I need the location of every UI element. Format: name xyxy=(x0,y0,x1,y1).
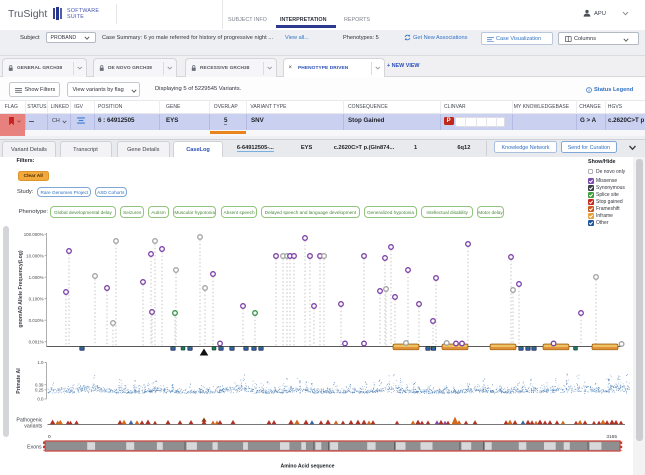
svg-text:100.000%: 100.000% xyxy=(24,232,44,237)
svg-text:Primate AI: Primate AI xyxy=(16,368,22,394)
svg-text:0.001%: 0.001% xyxy=(29,339,44,344)
svg-text:0: 0 xyxy=(48,434,51,440)
svg-text:0.25: 0.25 xyxy=(35,387,44,392)
svg-text:Exons: Exons xyxy=(27,445,42,451)
svg-text:1.000%: 1.000% xyxy=(29,275,44,280)
svg-text:Pathogenic: Pathogenic xyxy=(16,418,42,424)
svg-text:gnomAD Allele Frequency(Log): gnomAD Allele Frequency(Log) xyxy=(18,250,24,328)
svg-text:variants: variants xyxy=(24,424,43,430)
svg-text:Amino Acid sequence: Amino Acid sequence xyxy=(281,464,335,470)
svg-text:1.0: 1.0 xyxy=(37,360,44,365)
svg-text:10.000%: 10.000% xyxy=(26,253,43,258)
svg-text:0.010%: 0.010% xyxy=(29,318,44,323)
svg-text:0.39: 0.39 xyxy=(35,382,44,387)
svg-text:0.100%: 0.100% xyxy=(29,296,44,301)
svg-text:0.0: 0.0 xyxy=(37,397,44,402)
svg-text:3165: 3165 xyxy=(606,434,617,440)
